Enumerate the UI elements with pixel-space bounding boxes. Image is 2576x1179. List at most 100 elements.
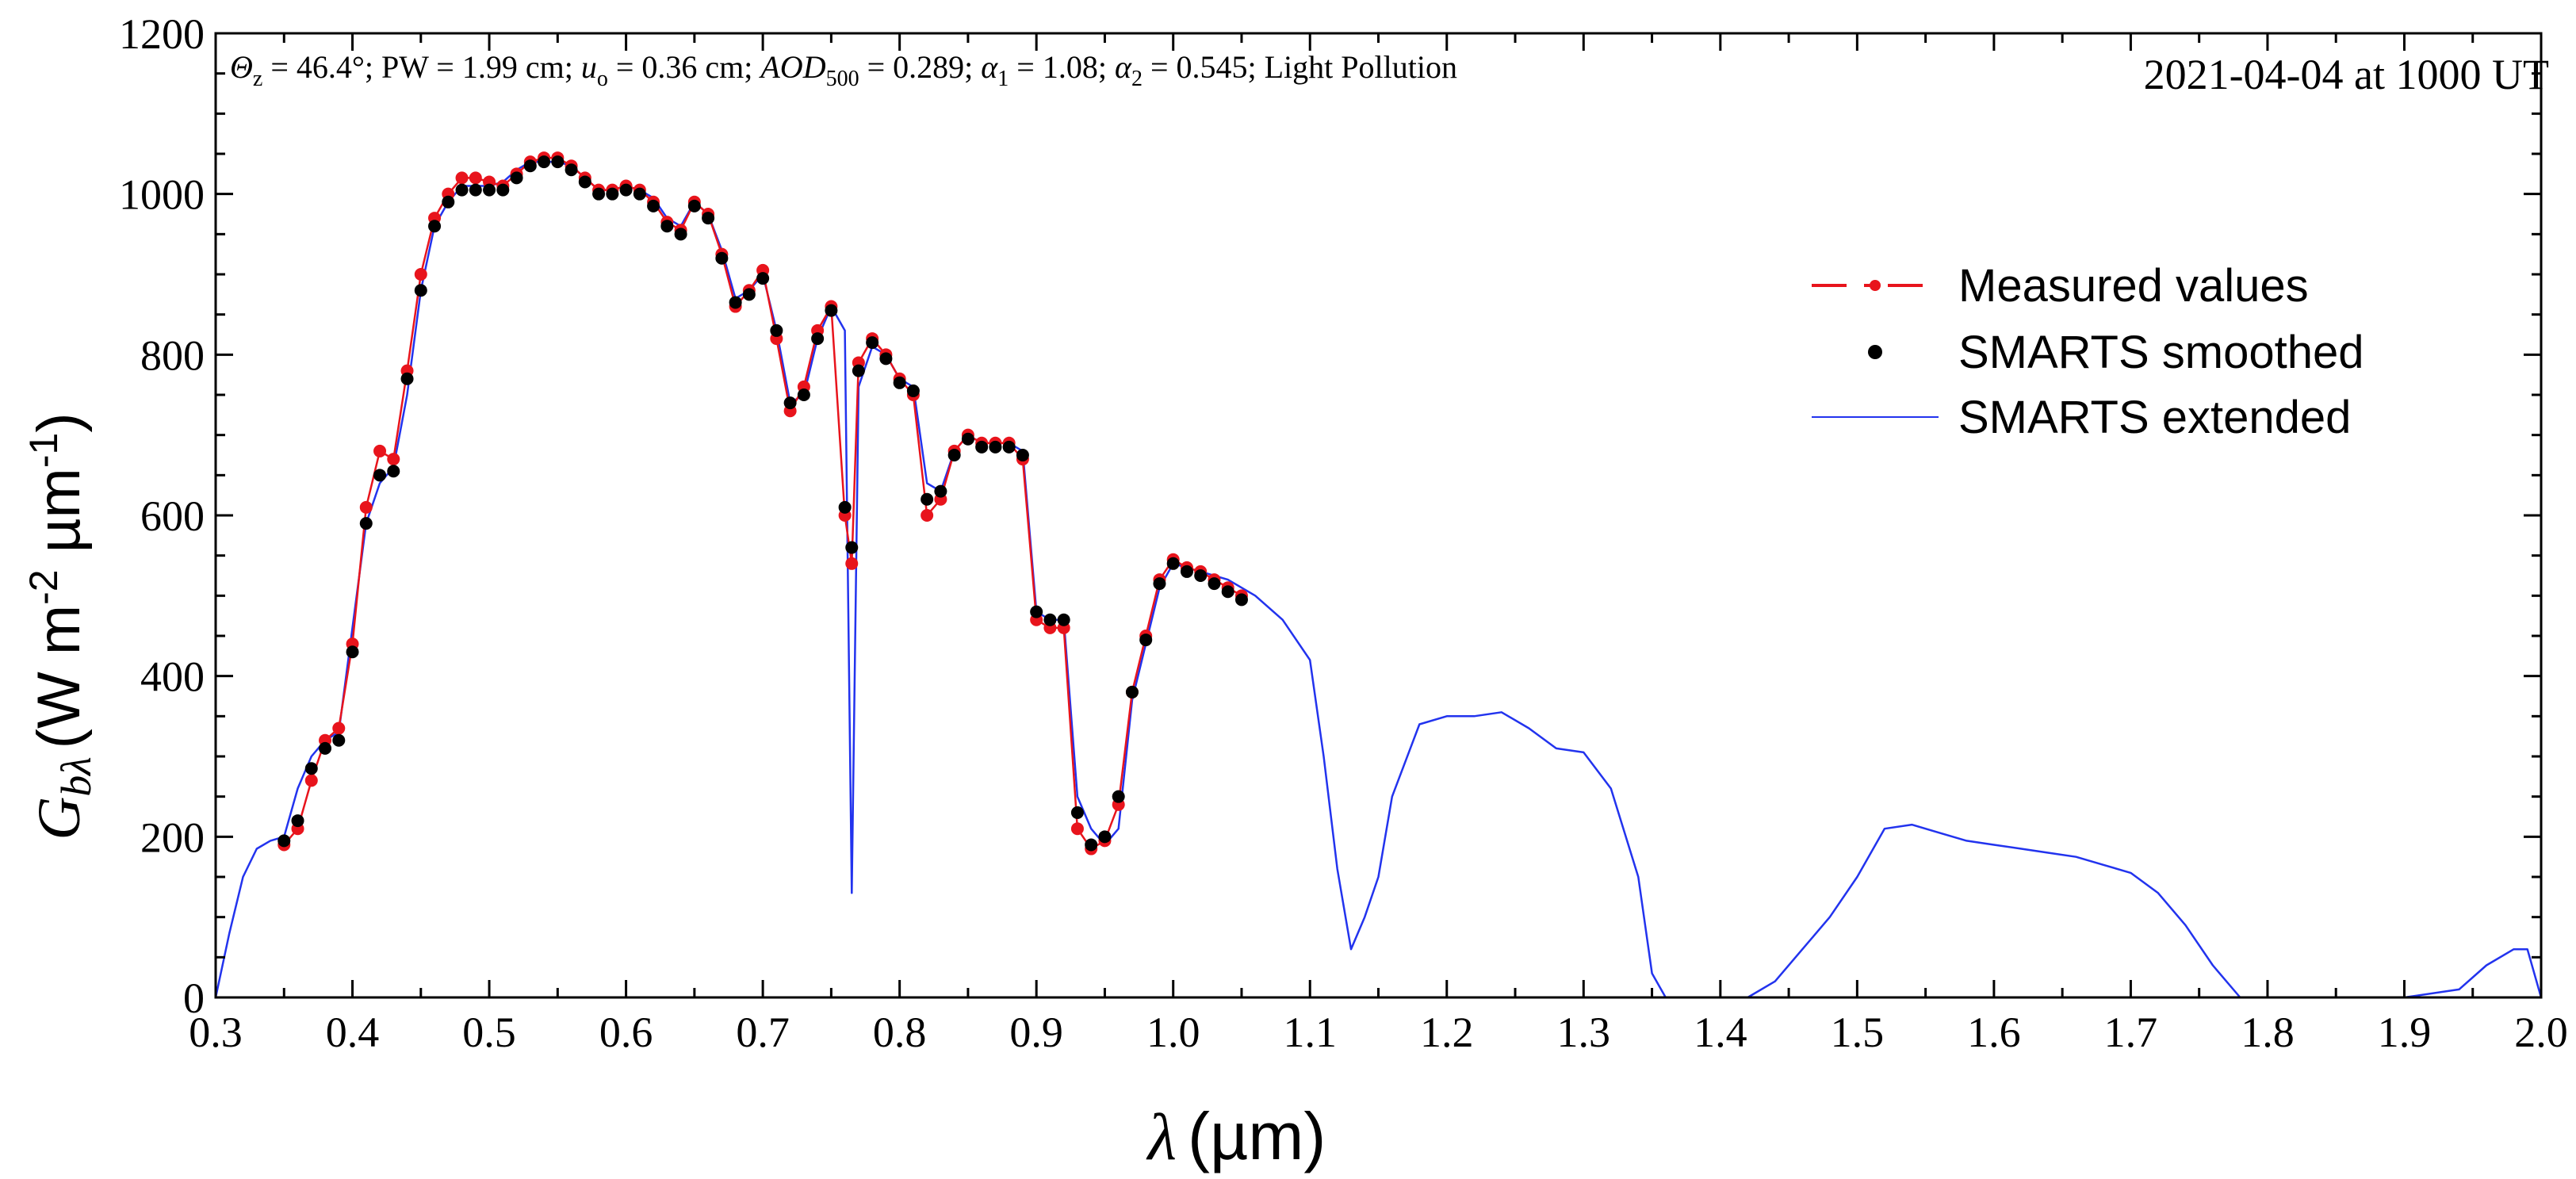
smoothed-point [647,199,660,212]
smoothed-point [947,449,961,461]
smoothed-point [756,272,770,285]
smoothed-point [715,251,729,265]
smoothed-point [1139,634,1153,647]
smoothed-point [578,175,591,189]
smoothed-point [442,195,455,209]
smoothed-point [1221,585,1234,599]
smoothed-point [346,645,359,659]
smoothed-point [825,304,838,317]
smoothed-point [1098,830,1112,844]
annotation-subscript: 2 [1131,67,1143,91]
annotation-value: PW = 1.99 cm; [381,49,581,85]
x-tick-label: 1.2 [1420,1009,1474,1056]
smoothed-point [1234,593,1248,607]
x-tick-label: 1.3 [1557,1009,1611,1056]
y-tick-label: 1200 [119,10,205,58]
smoothed-point [845,541,859,554]
smoothed-point [989,440,1002,454]
measured-point [304,774,318,787]
x-tick-label: 1.8 [2241,1009,2295,1056]
annotation-value: = 0.289; [859,49,982,85]
annotation-symbol: u [581,49,597,85]
legend: Measured values SMARTS smoothed SMARTS e… [1812,260,2364,443]
measured-point [332,722,346,735]
smoothed-point [838,500,852,514]
y-axis-exp1: -2 [21,569,66,604]
smoothed-point [687,199,701,212]
smoothed-point [414,284,427,297]
y-tick-label: 400 [140,653,205,701]
smoothed-point [1085,838,1098,852]
x-axis-unit: (µm) [1188,1099,1326,1173]
date-annotation: 2021-04-04 at 1000 UT [2144,51,2549,98]
smoothed-point [702,212,715,225]
legend-measured-marker [1870,280,1881,291]
measured-point [359,500,373,514]
legend-measured-label: Measured values [1958,260,2309,312]
annotation-subscript: 500 [826,67,859,91]
smoothed-point [729,296,742,309]
x-tick-label: 0.6 [599,1009,653,1056]
smoothed-point [1043,613,1057,626]
y-tick-label: 0 [183,974,205,1022]
y-axis-exp2: -1 [21,433,66,468]
smoothed-point [387,465,400,478]
smoothed-point [1016,449,1029,461]
annotation-symbol: α [981,49,998,85]
smoothed-point [483,183,496,197]
smoothed-point [921,492,934,506]
smoothed-point [906,384,920,397]
smoothed-point [469,183,482,197]
measured-point [845,557,859,570]
x-tick-label: 1.1 [1283,1009,1337,1056]
y-tick-label: 1000 [119,171,205,219]
smoothed-point [319,741,332,755]
y-axis-unit-mid: µm [25,468,93,569]
smoothed-point [660,220,674,233]
y-axis-label: Gbλ (W m-2 µm-1) [21,412,100,840]
smoothed-point [961,432,974,446]
x-tick-label: 1.6 [1967,1009,2021,1056]
x-tick-label: 0.9 [1009,1009,1063,1056]
annotation-symbol: α [1115,49,1132,85]
smoothed-point [934,484,947,498]
measured-point [387,453,400,466]
annotation-value: = 1.08; [1009,49,1115,85]
y-axis-unit-open: (W m [25,605,93,748]
x-tick-label: 2.0 [2514,1009,2568,1056]
annotation-subscript: o [597,67,608,91]
smoothed-point [1166,557,1180,570]
smoothed-point [633,187,646,201]
x-tick-label: 1.4 [1694,1009,1747,1056]
smoothed-point [278,834,291,848]
smoothed-point [674,228,687,241]
smoothed-point [592,187,606,201]
smoothed-point [1125,685,1139,699]
smoothed-point [1180,565,1193,578]
y-tick-label: 600 [140,492,205,540]
smoothed-point [852,364,865,377]
measured-point [469,171,482,185]
smoothed-point [619,183,633,197]
annotation-value: = 0.545; [1143,49,1265,85]
x-axis-symbol: λ [1146,1101,1177,1174]
smoothed-point [1030,605,1043,618]
legend-smoothed-marker [1868,345,1882,359]
x-tick-label: 0.3 [189,1009,243,1056]
x-tick-label: 1.9 [2378,1009,2432,1056]
smoothed-point [1057,613,1070,626]
annotation-subscript: z [253,67,262,91]
legend-smoothed-label: SMARTS smoothed [1958,327,2364,378]
smoothed-point [510,171,523,185]
parameters-annotation: Θz = 46.4°; PW = 1.99 cm; uo = 0.36 cm; … [230,49,1457,91]
smoothed-point [893,376,906,389]
smoothed-point [359,517,373,530]
x-tick-label: 1.7 [2104,1009,2158,1056]
smoothed-point [1194,569,1208,582]
x-tick-label: 1.0 [1146,1009,1200,1056]
series-layer [214,151,2543,999]
smoothed-point [1002,440,1016,454]
smoothed-point [811,332,825,346]
